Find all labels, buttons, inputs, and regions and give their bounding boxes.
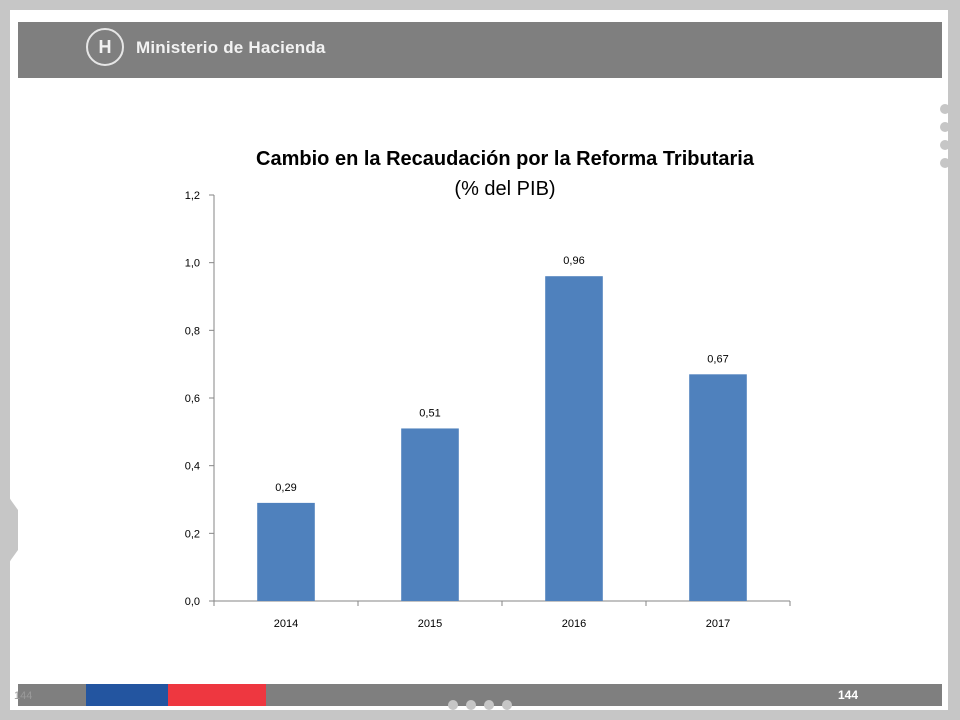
y-tick-label: 1,0 bbox=[185, 258, 200, 270]
bar-2016 bbox=[545, 276, 603, 601]
footer-page-number-left: 144 bbox=[14, 690, 33, 702]
y-tick-label: 0,6 bbox=[185, 393, 200, 405]
slide-background bbox=[10, 10, 948, 710]
ministry-seal-icon: H bbox=[86, 28, 124, 66]
data-label: 0,96 bbox=[563, 255, 584, 267]
decoration-dot bbox=[940, 122, 950, 132]
chart-subtitle: (% del PIB) bbox=[454, 178, 556, 200]
decoration-dot bbox=[940, 140, 950, 150]
data-label: 0,29 bbox=[275, 482, 296, 494]
chart-title: Cambio en la Recaudación por la Reforma … bbox=[256, 148, 754, 170]
header-bar: H Ministerio de Hacienda bbox=[18, 22, 942, 78]
data-label: 0,51 bbox=[419, 407, 440, 419]
y-tick-label: 0,4 bbox=[185, 461, 200, 473]
decoration-dot bbox=[484, 700, 494, 710]
left-tab-decoration bbox=[0, 480, 18, 580]
bar-2017 bbox=[689, 374, 747, 601]
bar-2014 bbox=[257, 502, 315, 601]
decoration-dot bbox=[940, 158, 950, 168]
y-tick-label: 0,0 bbox=[185, 596, 200, 608]
y-tick-label: 0,8 bbox=[185, 325, 200, 337]
decoration-dot bbox=[466, 700, 476, 710]
x-tick-label: 2016 bbox=[562, 618, 586, 630]
y-tick-label: 0,2 bbox=[185, 528, 200, 540]
decoration-dot bbox=[940, 104, 950, 114]
bottom-decoration-dots bbox=[448, 700, 512, 710]
ministry-logo-text: Ministerio de Hacienda bbox=[136, 38, 326, 57]
x-tick-label: 2014 bbox=[274, 618, 298, 630]
x-tick-label: 2015 bbox=[418, 618, 442, 630]
footer-flag-blue bbox=[86, 684, 168, 706]
x-tick-label: 2017 bbox=[706, 618, 730, 630]
side-decoration-dots bbox=[940, 104, 952, 168]
decoration-dot bbox=[448, 700, 458, 710]
footer-page-number: 144 bbox=[838, 688, 859, 702]
data-label: 0,67 bbox=[707, 353, 728, 365]
decoration-dot bbox=[502, 700, 512, 710]
bar-2015 bbox=[401, 428, 459, 601]
footer-flag-red bbox=[168, 684, 266, 706]
y-tick-label: 1,2 bbox=[185, 190, 200, 202]
